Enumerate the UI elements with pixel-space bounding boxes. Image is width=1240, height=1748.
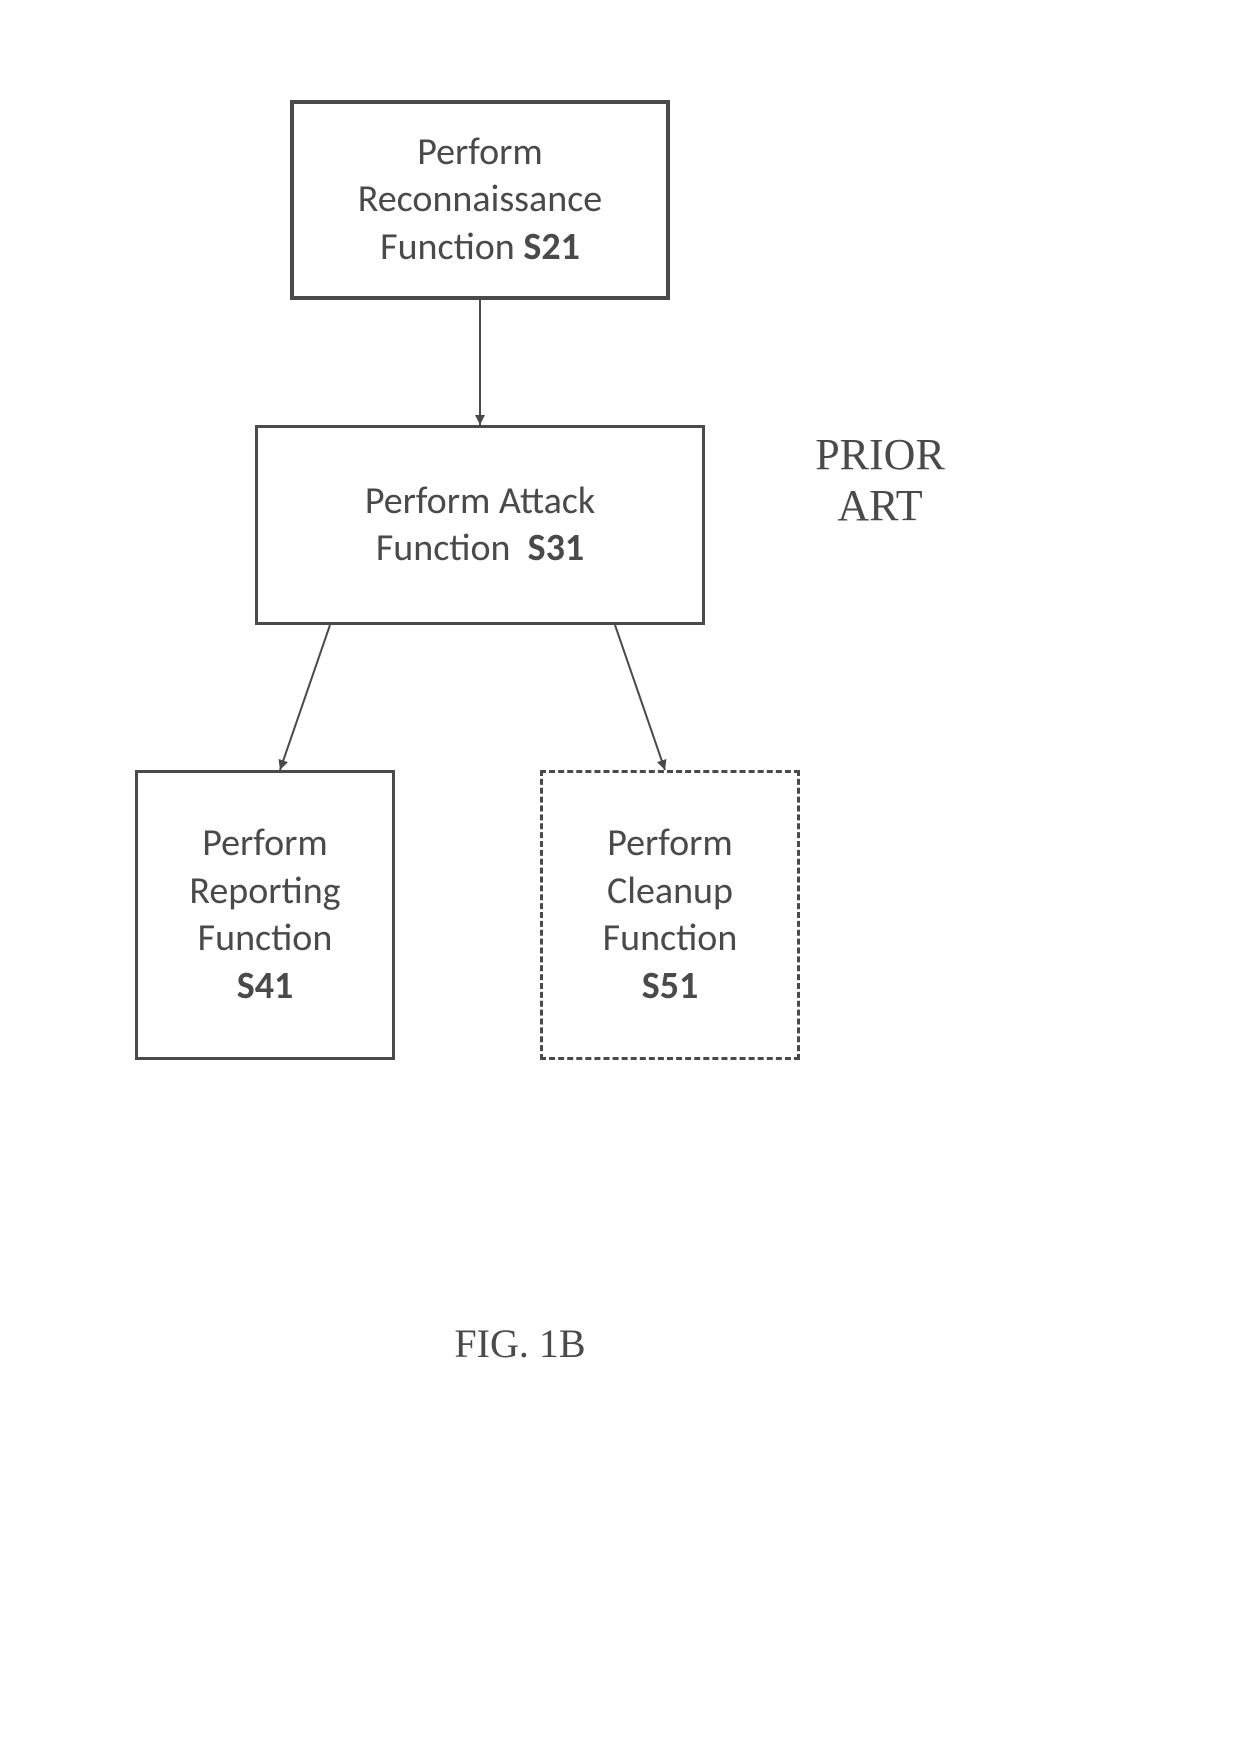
step-s51-line1: Perform [607, 820, 732, 866]
figure-label: FIG. 1B [410, 1320, 630, 1367]
step-s21-id: S21 [523, 224, 579, 270]
step-s31-box: Perform Attack Function S31 [255, 425, 705, 625]
step-s51-box: Perform Cleanup Function S51 [540, 770, 800, 1060]
prior-art-line2: ART [837, 481, 922, 530]
step-s51-id: S51 [642, 963, 698, 1009]
step-s41-line3: Function [198, 915, 333, 961]
edge-s31-to-s41 [280, 625, 330, 770]
step-s41-line1: Perform [202, 820, 327, 866]
step-s41-text: Perform Reporting Function S41 [189, 820, 340, 1010]
step-s31-line2: Function [376, 525, 511, 571]
step-s51-text: Perform Cleanup Function S51 [603, 820, 738, 1010]
step-s31-id: S31 [528, 525, 584, 571]
edge-s31-to-s51 [615, 625, 665, 770]
step-s31-text: Perform Attack Function S31 [365, 478, 595, 573]
step-s21-line2: Reconnaissance [358, 176, 602, 222]
step-s41-line2: Reporting [189, 868, 340, 914]
step-s31-line1: Perform Attack [365, 478, 595, 524]
step-s41-box: Perform Reporting Function S41 [135, 770, 395, 1060]
step-s41-id: S41 [237, 963, 293, 1009]
step-s21-line3: Function [380, 224, 515, 270]
step-s21-line1: Perform [417, 129, 542, 175]
figure-label-text: FIG. 1B [454, 1321, 585, 1366]
step-s51-line3: Function [603, 915, 738, 961]
step-s21-text: Perform Reconnaissance Function S21 [358, 129, 602, 272]
diagram-canvas: Perform Reconnaissance Function S21 Perf… [0, 0, 1240, 1748]
prior-art-line1: PRIOR [815, 430, 945, 479]
step-s51-line2: Cleanup [607, 868, 733, 914]
prior-art-label: PRIOR ART [760, 430, 1000, 531]
step-s21-box: Perform Reconnaissance Function S21 [290, 100, 670, 300]
